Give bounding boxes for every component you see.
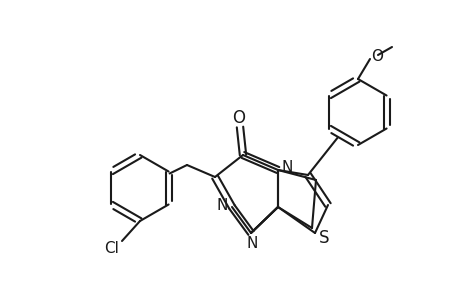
Text: N: N <box>281 160 292 175</box>
Text: O: O <box>232 109 245 127</box>
Text: Cl: Cl <box>104 242 119 256</box>
Text: N: N <box>216 199 227 214</box>
Text: S: S <box>318 229 329 247</box>
Text: N: N <box>246 236 257 250</box>
Text: O: O <box>370 49 382 64</box>
